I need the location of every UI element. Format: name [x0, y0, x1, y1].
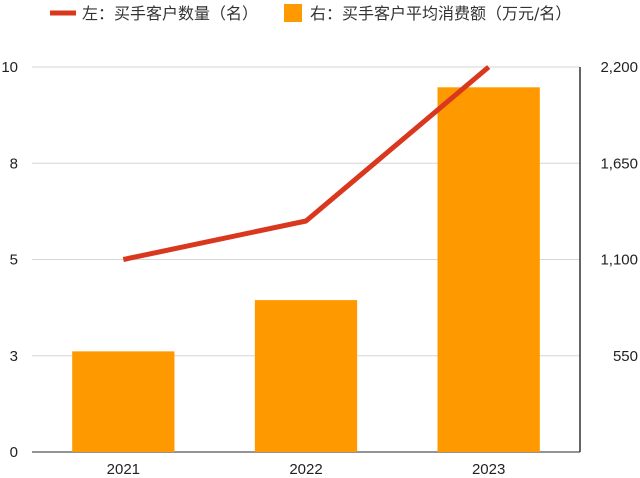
left-tick-label: 10	[1, 59, 18, 76]
right-axis-ticks: 550 1,100 1,650 2,200	[600, 59, 638, 365]
bar-2022	[254, 300, 358, 452]
line-series	[122, 65, 491, 262]
right-tick-label: 550	[613, 348, 638, 365]
right-tick-label: 2,200	[600, 59, 638, 76]
left-axis-ticks: 0 3 5 8 10	[1, 59, 18, 461]
bar-2021	[72, 351, 175, 452]
x-tick-label: 2021	[107, 461, 140, 478]
x-axis-ticks: 2021 2022 2023	[107, 461, 506, 478]
x-tick-label: 2023	[472, 461, 505, 478]
left-tick-label: 3	[10, 348, 18, 365]
right-tick-label: 1,100	[600, 252, 638, 269]
legend-label-bar: 右：买手客户平均消费额（万元/名）	[310, 4, 571, 23]
x-tick-label: 2022	[289, 461, 322, 478]
left-tick-label: 8	[10, 155, 18, 172]
legend-bar-swatch	[284, 4, 302, 22]
bars	[72, 87, 540, 453]
legend: 左：买手客户数量（名） 右：买手客户平均消费额（万元/名）	[50, 4, 571, 23]
right-tick-label: 1,650	[600, 155, 638, 172]
left-tick-label: 0	[10, 444, 18, 461]
legend-label-line: 左：买手客户数量（名）	[82, 4, 258, 23]
bar-2023	[437, 87, 540, 453]
left-tick-label: 5	[10, 252, 18, 269]
